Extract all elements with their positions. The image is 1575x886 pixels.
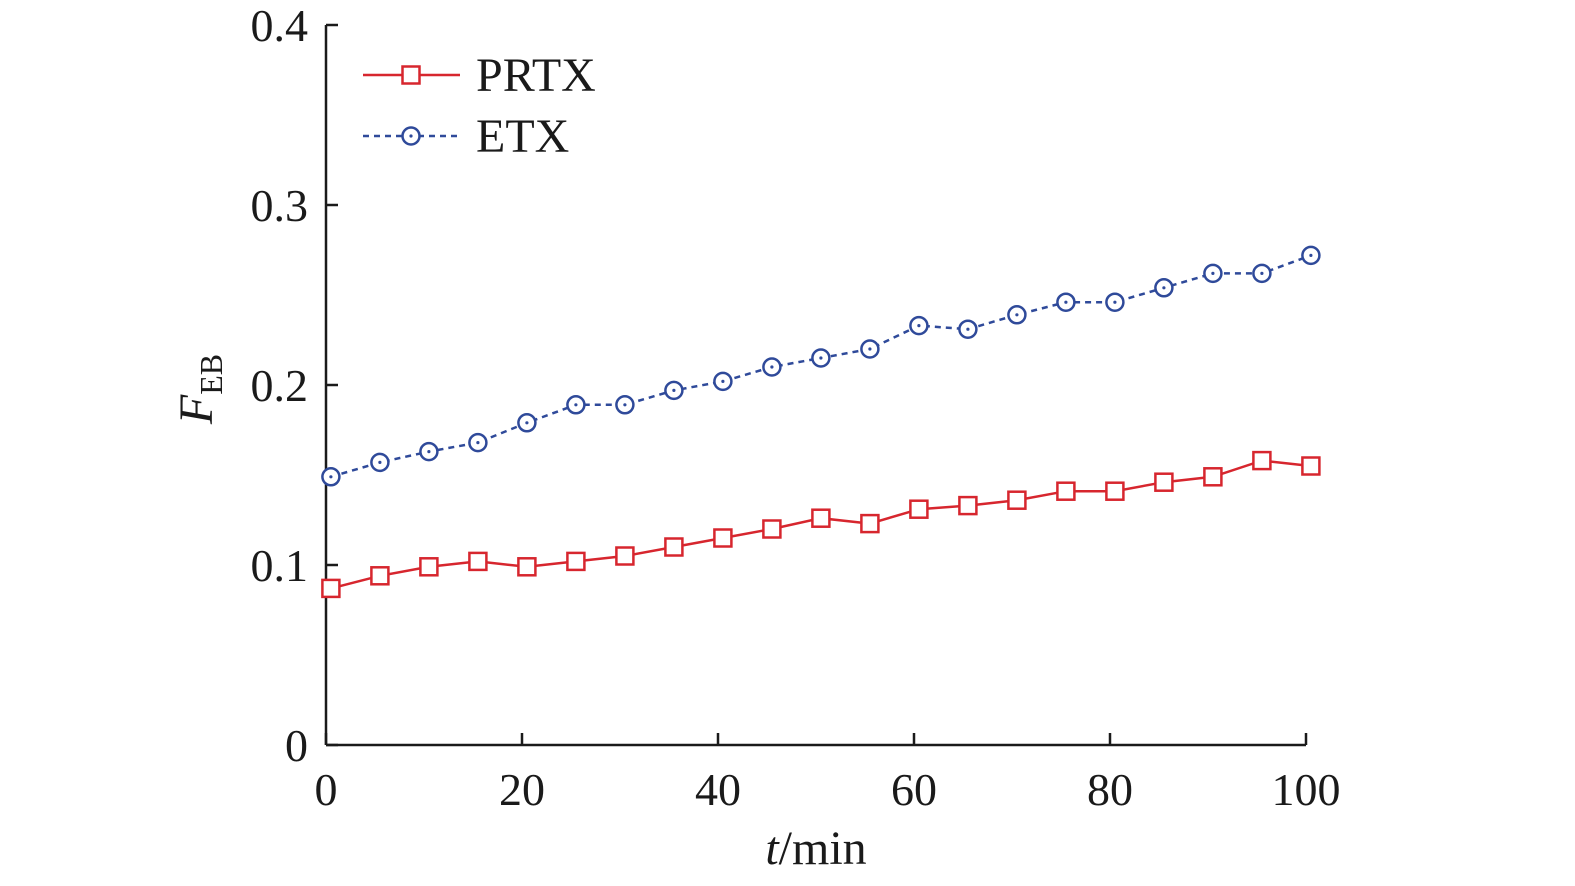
data-point-etx-center [1162,286,1166,290]
x-tick-label: 0 [315,764,338,815]
x-tick-label: 40 [695,764,741,815]
data-point-etx-center [966,327,970,331]
data-point-prtx [762,519,782,539]
data-point-prtx [713,528,733,548]
data-point-prtx [566,551,586,572]
data-point-etx-center [329,475,333,479]
data-point-etx-center [721,379,725,383]
data-point-etx-center [1260,271,1264,275]
data-point-etx-center [378,460,382,464]
data-point-prtx [811,508,831,528]
x-tick-label: 20 [499,764,545,815]
data-point-prtx [1105,481,1125,501]
data-point-etx-center [819,356,823,360]
y-tick-label: 0.2 [251,360,309,411]
legend-item-etx: ETX [363,110,569,163]
x-axis-title-unit: /min [779,822,867,875]
y-tick-label: 0 [285,720,308,771]
data-point-etx-center [1015,313,1019,317]
data-point-prtx [468,551,488,572]
data-point-prtx [321,578,341,599]
x-axis-title-italic: t [765,822,780,875]
legend-label-prtx: PRTX [476,49,596,102]
legend-item-prtx: PRTX [363,49,596,102]
data-point-etx-center [672,388,676,392]
x-tick-label: 60 [891,764,937,815]
x-axis-title: t/min [765,822,866,875]
data-point-etx-center [1211,271,1215,275]
y-axis-title: FEB [170,354,229,425]
y-tick-label: 0.3 [251,180,309,231]
data-point-prtx [1301,456,1321,476]
axis-titles: t/min FEB [170,354,867,875]
series-etx [321,245,1321,487]
y-axis-title-italic: F [170,394,223,425]
data-point-etx-center [917,324,921,328]
data-point-prtx [860,513,880,534]
data-point-prtx [615,546,635,566]
data-point-prtx [664,537,684,557]
x-tick-label: 80 [1087,764,1133,815]
data-point-etx-center [427,450,431,454]
legend-label-etx: ETX [476,110,569,163]
data-point-etx-center [868,347,872,351]
data-point-prtx [1203,467,1223,487]
legend-marker-prtx [401,65,421,85]
data-point-etx-center [574,403,578,407]
data-point-prtx [909,499,929,519]
data-point-prtx [1056,481,1076,501]
data-point-prtx [1154,472,1174,492]
y-axis-title-subscript: EB [193,354,229,395]
data-point-etx-center [1113,300,1117,304]
data-point-prtx [517,557,537,577]
series-layer [321,245,1321,599]
data-point-etx-center [770,365,774,369]
data-point-etx-center [1064,300,1068,304]
data-point-etx-center [476,441,480,445]
y-tick-label: 0.4 [251,0,309,51]
data-point-prtx [1007,490,1027,510]
data-point-prtx [1252,450,1272,471]
legend: PRTX ETX [363,49,596,163]
data-point-prtx [958,495,978,516]
legend-marker-etx-center [409,134,413,138]
data-point-etx-center [525,421,529,425]
data-point-etx-center [623,403,627,407]
data-point-etx-center [1309,253,1313,257]
x-tick-label: 100 [1272,764,1341,815]
data-point-prtx [370,566,390,586]
series-prtx [321,450,1321,599]
axes: 0 20 40 60 80 100 0 0.1 0.2 0.3 0.4 [251,0,1341,815]
y-tick-label: 0.1 [251,540,309,591]
data-point-prtx [419,557,439,577]
